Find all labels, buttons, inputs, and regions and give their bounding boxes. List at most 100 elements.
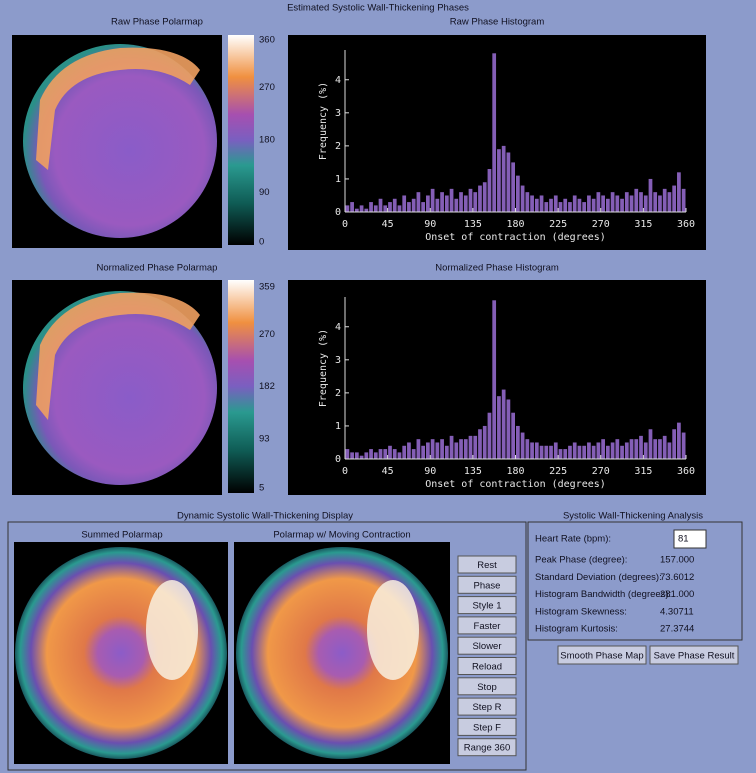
- histogram-bar: [672, 185, 677, 212]
- histogram-bar: [530, 442, 534, 459]
- y-tick-label: 2: [335, 388, 341, 399]
- histogram-bar: [407, 442, 411, 459]
- histogram-bar: [482, 182, 487, 212]
- histogram-bar: [539, 445, 544, 459]
- button-label: Step F: [473, 722, 501, 733]
- histogram-bar: [610, 192, 615, 212]
- button-face: [457, 616, 517, 635]
- y-tick-label: 3: [335, 108, 341, 119]
- group-title: Dynamic Systolic Wall-Thickening Display: [177, 511, 353, 522]
- histogram-bar: [544, 445, 549, 459]
- histogram-bar: [662, 188, 667, 212]
- group-box: [7, 521, 527, 771]
- histogram-bar: [359, 455, 364, 459]
- x-tick-label: 90: [424, 219, 436, 230]
- colorbar-tick-label: 5: [259, 483, 264, 494]
- colorbar-tick-label: 182: [259, 381, 275, 392]
- histogram-bar: [430, 439, 435, 459]
- histogram-bar: [402, 195, 407, 212]
- button[interactable]: Step F: [457, 717, 517, 736]
- histogram-bar: [511, 412, 515, 459]
- button-face: [457, 596, 517, 615]
- button[interactable]: Phase: [457, 575, 517, 594]
- x-tick-label: 315: [634, 219, 652, 230]
- button[interactable]: Stop: [457, 677, 517, 696]
- histogram-bar: [591, 445, 596, 459]
- histogram-bar: [449, 188, 454, 212]
- button-label: Faster: [474, 621, 501, 632]
- histogram-bar: [648, 429, 653, 459]
- histogram-bar: [463, 195, 468, 212]
- histogram-bar: [350, 202, 354, 212]
- button-label: Stop: [477, 682, 497, 693]
- panel-title: Summed Polarmap: [81, 530, 162, 541]
- button[interactable]: Range 360: [457, 738, 517, 757]
- polarmap-region: [367, 580, 419, 680]
- histogram-bar: [605, 445, 610, 459]
- histogram-bar: [587, 442, 591, 459]
- histogram-bar: [624, 442, 629, 459]
- histogram-bar: [354, 208, 359, 212]
- button-label: Style 1: [472, 601, 501, 612]
- histogram-bar: [681, 188, 686, 212]
- polarmap-image: [23, 44, 217, 238]
- histogram-bar: [553, 195, 558, 212]
- histogram-bar: [563, 449, 568, 459]
- histogram-bar: [530, 195, 534, 212]
- group-box: [527, 521, 743, 641]
- button[interactable]: Smooth Phase Map: [557, 645, 647, 665]
- y-tick-label: 1: [335, 174, 341, 185]
- histogram-bar: [596, 192, 601, 212]
- histogram-bar: [345, 205, 350, 212]
- histogram-bar: [634, 188, 639, 212]
- histogram-bar: [667, 192, 672, 212]
- button-label: Range 360: [464, 743, 510, 754]
- stat-value: 4.30711: [660, 606, 694, 617]
- button[interactable]: Style 1: [457, 596, 517, 615]
- colorbar-ticks: 360 270 180 90 0: [259, 35, 275, 248]
- histogram-bar: [615, 439, 620, 459]
- histogram-bar: [572, 195, 577, 212]
- histogram-frame: [288, 280, 706, 495]
- button-face: [557, 645, 647, 665]
- histogram-bar: [629, 439, 634, 459]
- histogram-bar: [677, 422, 681, 459]
- histogram-bar: [587, 195, 591, 212]
- histogram-bar: [407, 202, 411, 212]
- histogram-bar: [373, 452, 378, 459]
- colorbar-tick-label: 270: [259, 329, 275, 340]
- button[interactable]: Step R: [457, 697, 517, 716]
- histogram-bar: [392, 449, 397, 459]
- button[interactable]: Rest: [457, 555, 517, 574]
- histogram-bar: [582, 445, 587, 459]
- histogram-bar: [596, 442, 601, 459]
- button-face: [457, 555, 517, 574]
- heart-rate-input[interactable]: [673, 529, 707, 549]
- histogram-bar: [497, 149, 501, 212]
- histogram-bar: [672, 429, 677, 459]
- button-face: [457, 575, 517, 594]
- histogram-bar: [369, 449, 373, 459]
- histogram-bar: [364, 452, 369, 459]
- histogram-bar: [492, 53, 497, 212]
- histogram-bar: [516, 175, 520, 212]
- button-label: Smooth Phase Map: [560, 651, 643, 662]
- histogram-bar: [534, 442, 539, 459]
- x-tick-label: 0: [342, 466, 348, 477]
- histogram-bar: [497, 396, 501, 459]
- button[interactable]: Faster: [457, 616, 517, 635]
- histogram-bar: [629, 195, 634, 212]
- polarmap-region: [146, 580, 198, 680]
- stats: Peak Phase (degree): 157.000 Standard Devi…: [535, 555, 694, 635]
- button[interactable]: Slower: [457, 636, 517, 655]
- histogram-bar: [473, 435, 478, 459]
- button[interactable]: Save Phase Result: [649, 645, 739, 665]
- colorbar-tick-label: 270: [259, 82, 275, 93]
- histogram-bar: [383, 205, 388, 212]
- histogram-bar: [487, 169, 492, 212]
- y-tick-label: 3: [335, 355, 341, 366]
- histogram-bar: [421, 202, 426, 212]
- histogram-bar: [653, 192, 658, 212]
- colorbar-tick-label: 360: [259, 35, 275, 46]
- button[interactable]: Reload: [457, 657, 517, 675]
